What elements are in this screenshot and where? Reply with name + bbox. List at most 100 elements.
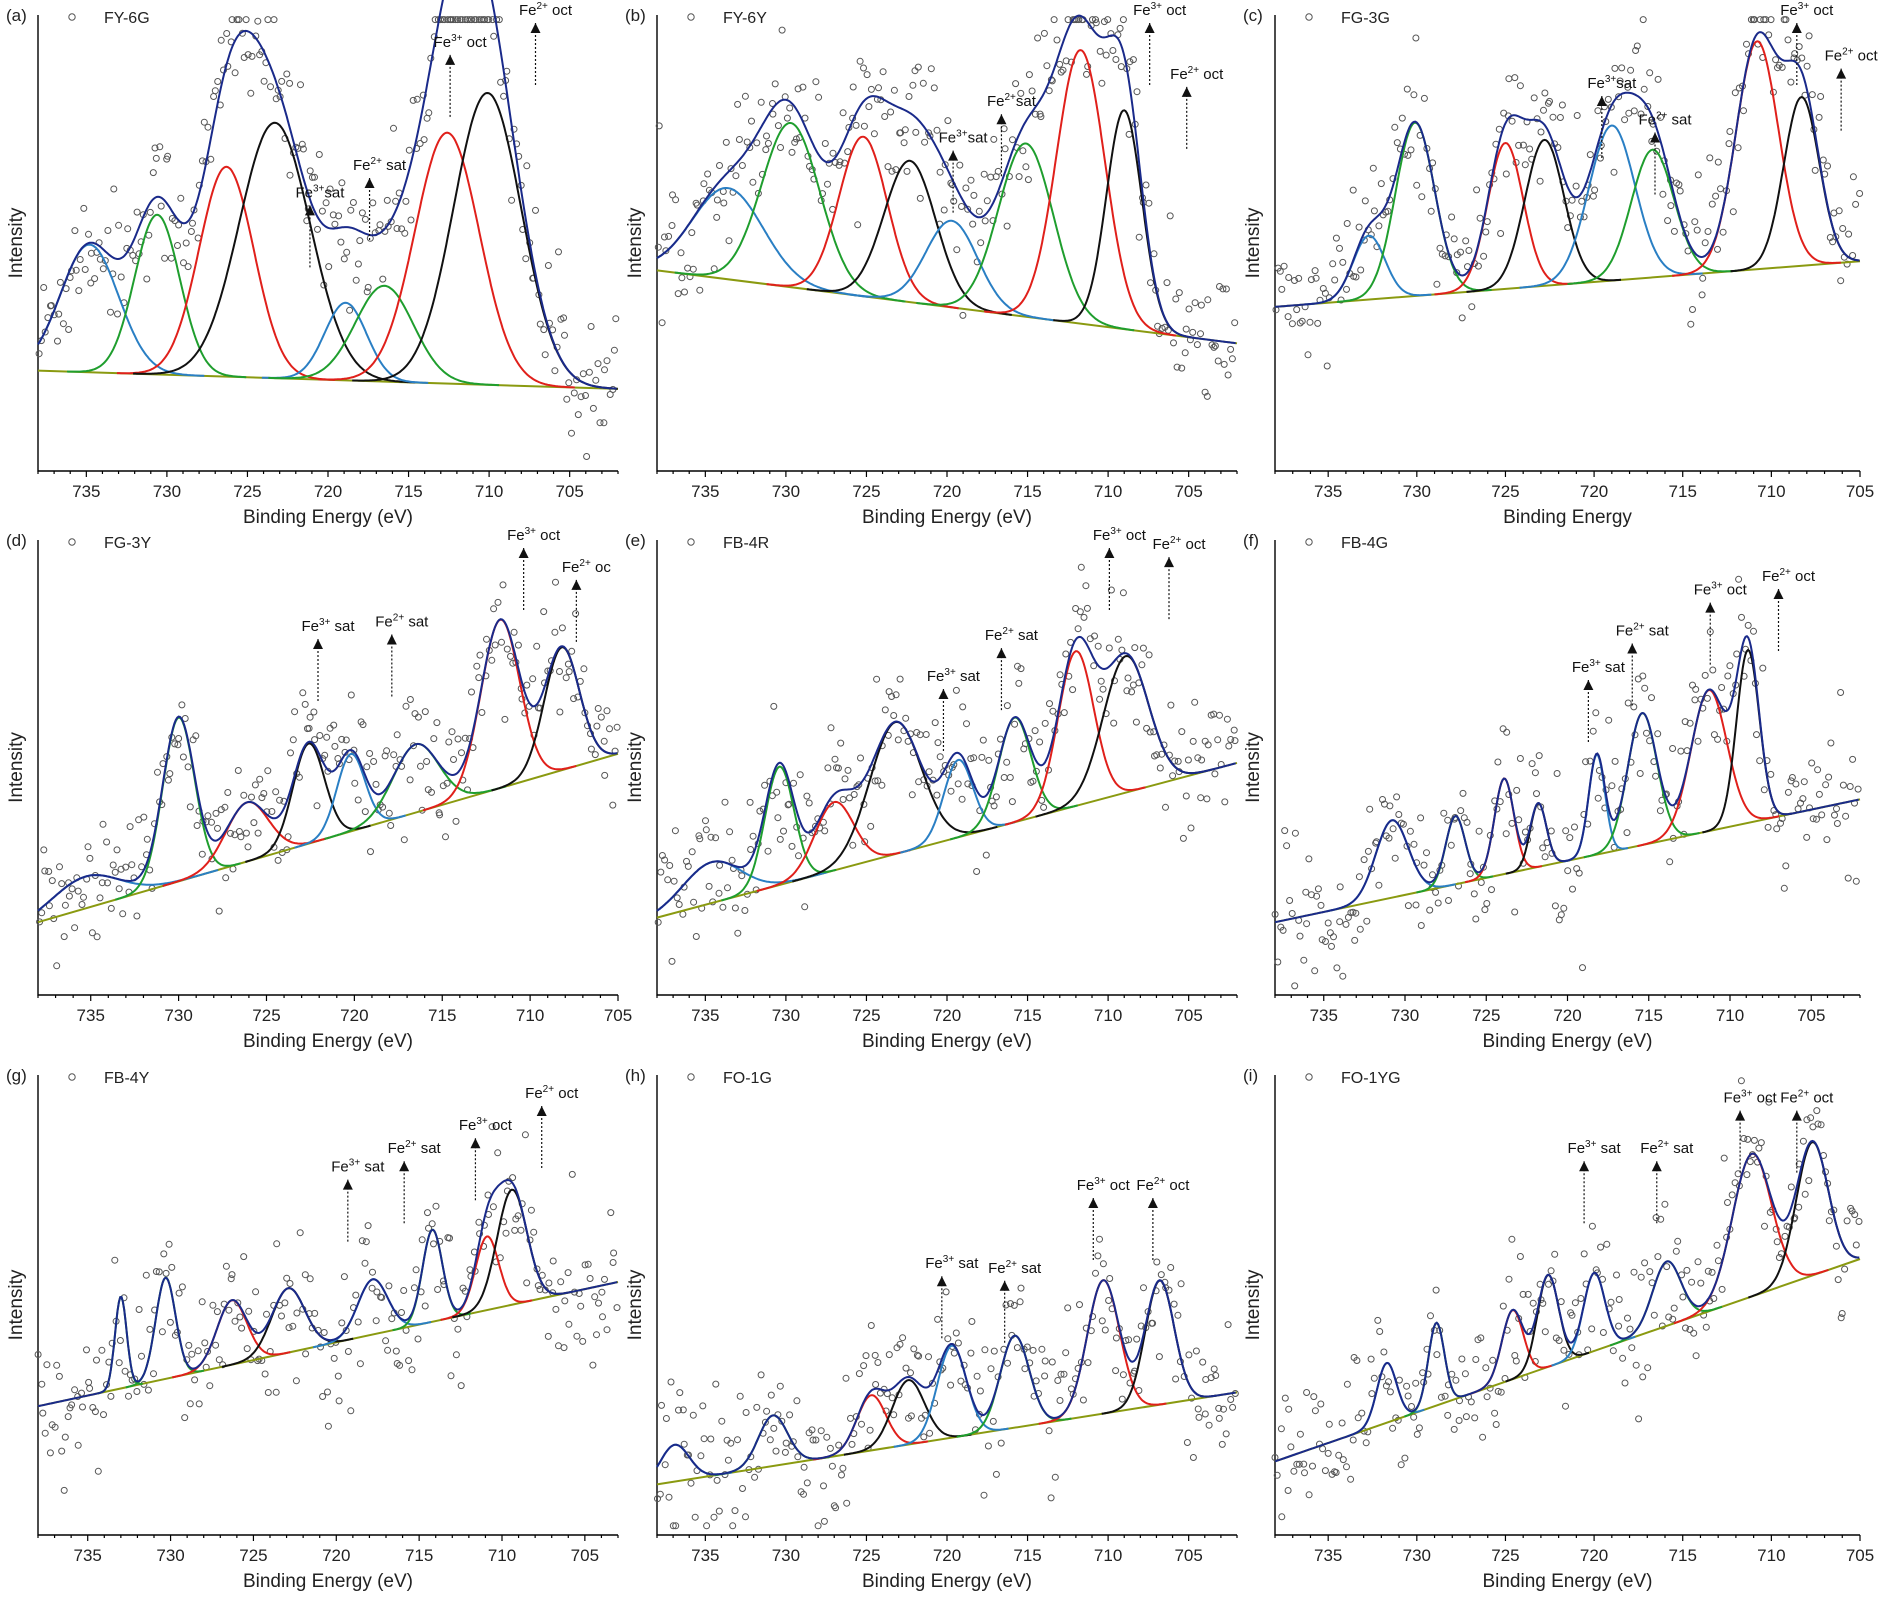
peak-annotation: Fe2+ sat	[1640, 1139, 1694, 1157]
data-point	[268, 808, 276, 815]
data-point	[1284, 1487, 1292, 1494]
data-point	[1825, 773, 1833, 781]
data-point	[764, 847, 772, 855]
data-point	[109, 861, 117, 869]
data-point	[260, 77, 268, 85]
data-point	[1174, 757, 1182, 765]
data-point	[1759, 664, 1767, 672]
data-point	[592, 376, 600, 384]
data-point	[734, 1436, 741, 1444]
data-point	[1572, 182, 1580, 190]
data-point	[405, 1357, 413, 1365]
data-point	[1764, 823, 1772, 831]
data-point	[1615, 93, 1623, 101]
data-point	[1024, 176, 1032, 184]
data-point	[1644, 1364, 1652, 1372]
data-point	[1386, 802, 1394, 810]
data-point	[1391, 854, 1399, 862]
data-point	[884, 163, 892, 171]
data-point	[1712, 192, 1720, 200]
data-point	[1817, 93, 1825, 100]
data-point	[198, 1298, 206, 1306]
axis-frame	[37, 15, 618, 472]
data-point	[276, 796, 284, 804]
data-point	[1808, 759, 1816, 767]
data-point	[700, 180, 708, 188]
data-point	[1210, 343, 1218, 351]
data-point	[784, 801, 792, 809]
data-point	[1034, 34, 1042, 42]
data-point	[1060, 709, 1068, 717]
data-point	[1123, 687, 1131, 695]
x-tick-label: 715	[1669, 482, 1697, 501]
data-point	[695, 832, 703, 840]
component-peak	[1505, 1273, 1590, 1383]
data-point	[34, 1351, 42, 1358]
data-point	[1374, 1316, 1382, 1324]
data-point	[1440, 809, 1448, 817]
data-point	[1599, 1329, 1607, 1336]
data-point	[1479, 1433, 1487, 1441]
data-point	[420, 136, 428, 144]
data-point	[1129, 56, 1137, 64]
data-point	[1382, 1382, 1390, 1390]
data-point	[39, 1409, 47, 1417]
data-point	[1050, 16, 1058, 24]
data-point	[1155, 1353, 1163, 1361]
data-point	[490, 32, 498, 40]
data-point	[1594, 794, 1602, 802]
data-point	[1757, 1139, 1765, 1147]
data-point	[182, 239, 190, 247]
data-point	[919, 79, 927, 87]
component-peak	[452, 1188, 571, 1319]
data-point	[844, 766, 852, 774]
data-point	[1656, 807, 1664, 815]
data-point	[751, 1473, 759, 1481]
data-point	[278, 77, 286, 85]
data-point	[742, 1409, 750, 1416]
data-point	[591, 1293, 599, 1301]
data-point	[1092, 19, 1100, 27]
data-point	[1654, 1253, 1662, 1261]
data-point	[361, 1259, 369, 1267]
data-point	[140, 813, 148, 821]
data-point	[1375, 222, 1383, 230]
data-point	[1809, 815, 1817, 823]
data-point	[850, 791, 858, 798]
data-point	[321, 751, 329, 759]
data-point	[586, 1275, 594, 1282]
peak-annotation: Fe3+ sat	[1572, 658, 1626, 676]
data-point	[1342, 920, 1350, 928]
component-peak	[766, 135, 959, 310]
x-tick-label: 730	[156, 1546, 184, 1565]
data-point	[593, 722, 601, 730]
data-point	[1726, 662, 1734, 670]
envelope-curve	[37, 0, 617, 390]
data-point	[675, 1406, 682, 1414]
data-point	[1029, 1346, 1037, 1354]
data-point	[669, 191, 676, 199]
data-point	[691, 1513, 699, 1521]
data-point	[1636, 770, 1644, 777]
data-point	[1551, 902, 1559, 910]
data-point	[1310, 1393, 1318, 1401]
panel-label: (i)	[1243, 1066, 1258, 1085]
data-point	[60, 933, 68, 941]
data-point	[707, 1435, 715, 1443]
data-point	[146, 208, 154, 216]
data-point	[201, 1339, 209, 1347]
data-point	[1676, 187, 1684, 195]
x-tick-label: 720	[933, 1006, 961, 1025]
data-point	[909, 81, 917, 89]
data-point	[1596, 154, 1604, 162]
data-point	[874, 777, 882, 785]
data-point	[144, 1386, 152, 1394]
data-point	[1429, 871, 1436, 879]
data-point	[1615, 1322, 1623, 1330]
data-point	[385, 1282, 393, 1290]
data-point	[96, 894, 104, 902]
data-point	[1524, 1290, 1532, 1298]
data-point	[1229, 1403, 1237, 1411]
data-point	[1105, 1297, 1113, 1304]
data-point	[108, 1339, 116, 1347]
